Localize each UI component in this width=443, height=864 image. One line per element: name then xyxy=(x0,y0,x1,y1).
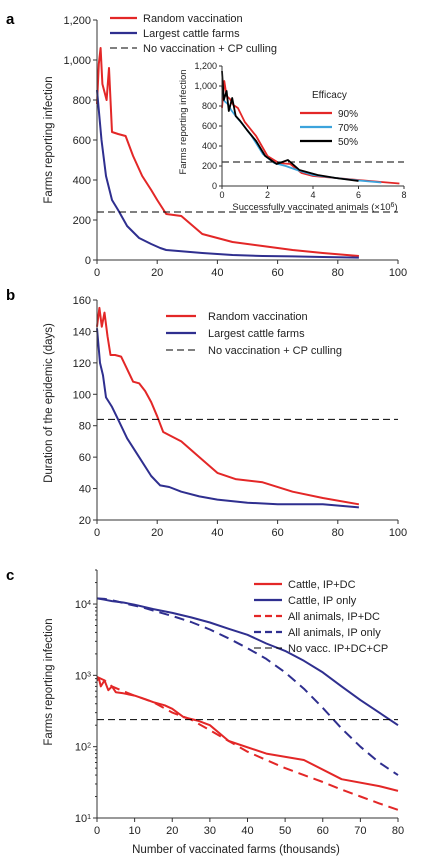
panel-b-ylabel: Duration of the epidemic (days) xyxy=(43,323,55,483)
panel-a-series-random-vaccination xyxy=(96,47,359,257)
legend-c-no-vacc: No vacc. IP+DC+CP xyxy=(288,643,388,655)
panel-c-xtick-label: 10 xyxy=(129,825,141,837)
inset-series-70 xyxy=(221,85,382,184)
inset-legend-70: 70% xyxy=(338,123,358,134)
panel-c-series-cattle-ip-dc xyxy=(96,677,399,792)
panel-b-xtick-label: 0 xyxy=(94,527,100,539)
inset-ytick-label: 600 xyxy=(202,121,217,131)
inset-series-50 xyxy=(221,70,359,182)
inset-xtick-label: 8 xyxy=(401,190,406,200)
panel-c-xtick-label: 40 xyxy=(241,825,253,837)
panel-b-chart: Duration of the epidemic (days) 0 20 40 60 8… xyxy=(43,295,407,539)
legend-b-no-vaccination: No vaccination + CP culling xyxy=(208,345,342,357)
panel-a-ytick-label: 1,000 xyxy=(63,55,91,67)
inset-legend-90: 90% xyxy=(338,109,358,120)
panel-b-ytick-label: 80 xyxy=(79,421,91,433)
inset-legend-50: 50% xyxy=(338,137,358,148)
inset-xtick-label: 2 xyxy=(265,190,270,200)
panel-a-ytick-label: 1,200 xyxy=(63,15,91,27)
panel-b-ytick-label: 140 xyxy=(73,326,91,338)
panel-b-xtick-label: 40 xyxy=(211,527,223,539)
panel-c-xlabel: Number of vaccinated farms (thousands) xyxy=(132,844,340,856)
panel-a-xtick-label: 20 xyxy=(151,267,163,279)
legend-largest-cattle-farms: Largest cattle farms xyxy=(143,28,240,40)
legend-no-vaccination: No vaccination + CP culling xyxy=(143,43,277,55)
panel-b-xtick-label: 60 xyxy=(271,527,283,539)
panel-a-xtick-label: 100 xyxy=(389,267,407,279)
inset-ytick-label: 0 xyxy=(212,181,217,191)
panel-a-ytick-label: 200 xyxy=(73,215,91,227)
panel-b-series-largest-cattle-farms xyxy=(96,328,359,509)
legend-b-largest-cattle-farms: Largest cattle farms xyxy=(208,328,305,340)
panel-a-chart: Farms reporting infection 0 20 40 60 80 10002… xyxy=(43,13,407,279)
panel-c-chart: Farms reporting infection Number of vacc… xyxy=(43,569,404,856)
panel-b-xtick-label: 20 xyxy=(151,527,163,539)
legend-c-cattle-ipdc: Cattle, IP+DC xyxy=(288,579,356,591)
panel-c-xtick-label: 0 xyxy=(94,825,100,837)
panel-b-ytick-label: 20 xyxy=(79,515,91,527)
panel-a-ylabel: Farms reporting infection xyxy=(43,76,55,203)
legend-c-all-ip: All animals, IP only xyxy=(288,627,381,639)
panel-c-ytick-label: 103 xyxy=(75,670,91,682)
panel-b-ytick-label: 60 xyxy=(79,452,91,464)
legend-b-random-vaccination: Random vaccination xyxy=(208,311,308,323)
legend-c-cattle-ip: Cattle, IP only xyxy=(288,595,357,607)
panel-c-xtick-label: 60 xyxy=(317,825,329,837)
panel-c-ylabel: Farms reporting infection xyxy=(43,618,55,745)
panel-b-ytick-label: 100 xyxy=(73,389,91,401)
inset-legend-title: Efficacy xyxy=(312,90,347,101)
inset-ylabel: Farms reporting infection xyxy=(178,69,189,174)
inset-xtick-label: 0 xyxy=(219,190,224,200)
panel-c-series-cattle-ip-only xyxy=(96,597,399,727)
panel-c-ytick-label: 104 xyxy=(75,599,91,611)
legend-c-all-ipdc: All animals, IP+DC xyxy=(288,611,380,623)
legend-random-vaccination: Random vaccination xyxy=(143,13,243,25)
inset-ytick-label: 800 xyxy=(202,101,217,111)
panel-b-ytick-label: 160 xyxy=(73,295,91,307)
panel-b-ytick-label: 40 xyxy=(79,484,91,496)
panel-c-xtick-label: 80 xyxy=(392,825,404,837)
panel-a-inset: Farms reporting infection Successfully v… xyxy=(178,61,407,213)
panel-c-xtick-label: 20 xyxy=(166,825,178,837)
inset-xtick-label: 6 xyxy=(356,190,361,200)
panel-c-ytick-label: 101 xyxy=(75,813,91,825)
panel-a-xtick-label: 60 xyxy=(271,267,283,279)
panel-a-ytick-label: 800 xyxy=(73,95,91,107)
panel-b-xtick-label: 100 xyxy=(389,527,407,539)
inset-ytick-label: 400 xyxy=(202,141,217,151)
panel-a-label: a xyxy=(6,11,15,28)
inset-xlabel: Successfully vaccinated animals (×106) xyxy=(232,202,397,214)
panel-c-series-all-animals-ip-dc xyxy=(96,675,399,811)
inset-ytick-label: 200 xyxy=(202,161,217,171)
panel-a-ytick-label: 0 xyxy=(85,255,91,267)
panel-c-label: c xyxy=(6,567,14,584)
panel-a-ytick-label: 600 xyxy=(73,135,91,147)
panel-b-xtick-label: 80 xyxy=(332,527,344,539)
inset-ytick-label: 1,000 xyxy=(194,81,217,91)
panel-a-series-largest-cattle-farms xyxy=(96,89,359,259)
panel-c-xtick-label: 50 xyxy=(279,825,291,837)
panel-a-xtick-label: 80 xyxy=(332,267,344,279)
panel-c-xtick-label: 70 xyxy=(354,825,366,837)
inset-xtick-label: 4 xyxy=(310,190,315,200)
panel-b-series-random-vaccination xyxy=(96,306,360,506)
panel-b-ytick-label: 120 xyxy=(73,358,91,370)
panel-a-xtick-label: 40 xyxy=(211,267,223,279)
panel-c-ytick-label: 102 xyxy=(75,742,91,754)
panel-a-xtick-label: 0 xyxy=(94,267,100,279)
inset-ytick-label: 1,200 xyxy=(194,61,217,71)
panel-c-series-all-animals-ip-only xyxy=(96,597,399,776)
panel-c-xtick-label: 30 xyxy=(204,825,216,837)
panel-a-ytick-label: 400 xyxy=(73,175,91,187)
panel-b-label: b xyxy=(6,287,15,304)
